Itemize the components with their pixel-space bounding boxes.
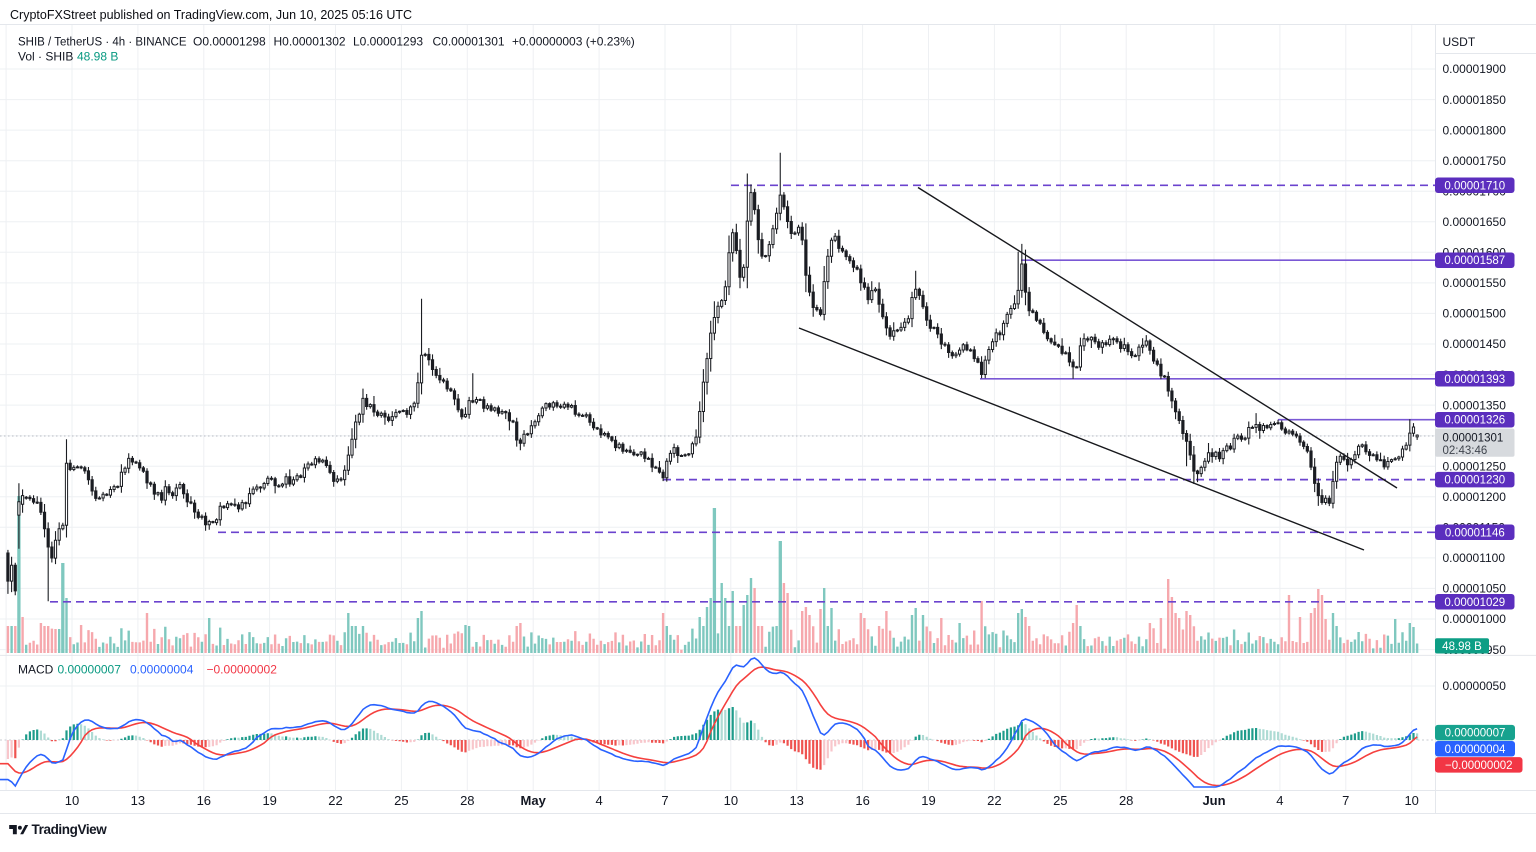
svg-text:CryptoFXStreet published on Tr: CryptoFXStreet published on TradingView.…: [10, 8, 412, 22]
svg-text:22: 22: [987, 793, 1001, 808]
svg-text:13: 13: [789, 793, 803, 808]
svg-text:L0.00001293: L0.00001293: [353, 35, 423, 49]
svg-text:10: 10: [65, 793, 79, 808]
svg-text:O0.00001298: O0.00001298: [193, 35, 266, 49]
svg-text:0.00001301: 0.00001301: [1443, 433, 1504, 445]
svg-text:0.00001393: 0.00001393: [1444, 374, 1505, 386]
svg-text:Jun: Jun: [1202, 793, 1225, 808]
svg-text:4: 4: [1276, 793, 1283, 808]
svg-text:25: 25: [1053, 793, 1067, 808]
svg-text:28: 28: [460, 793, 474, 808]
svg-text:16: 16: [855, 793, 869, 808]
svg-text:0.00001050: 0.00001050: [1443, 582, 1507, 596]
svg-text:Vol · SHIB: Vol · SHIB: [18, 50, 73, 64]
svg-text:MACD: MACD: [18, 663, 54, 677]
svg-text:0.00000050: 0.00000050: [1443, 679, 1507, 693]
svg-text:0.00001850: 0.00001850: [1443, 93, 1507, 107]
svg-text:TradingView: TradingView: [32, 822, 108, 837]
svg-text:0.00001750: 0.00001750: [1443, 154, 1507, 168]
svg-text:0.00001710: 0.00001710: [1444, 180, 1505, 192]
svg-text:19: 19: [921, 793, 935, 808]
svg-text:7: 7: [661, 793, 668, 808]
svg-text:0.00001500: 0.00001500: [1443, 307, 1507, 321]
svg-text:+0.00000003 (+0.23%): +0.00000003 (+0.23%): [512, 35, 635, 49]
svg-text:0.00001587: 0.00001587: [1444, 255, 1505, 267]
svg-text:7: 7: [1342, 793, 1349, 808]
svg-text:4: 4: [595, 793, 602, 808]
svg-text:−0.00000002: −0.00000002: [1445, 760, 1512, 772]
svg-text:19: 19: [262, 793, 276, 808]
svg-text:16: 16: [197, 793, 211, 808]
svg-text:0.00001230: 0.00001230: [1444, 475, 1505, 487]
svg-text:USDT: USDT: [1443, 35, 1476, 49]
svg-text:0.00001100: 0.00001100: [1443, 551, 1506, 565]
svg-text:0.00000004: 0.00000004: [1445, 744, 1506, 756]
svg-text:48.98 B: 48.98 B: [77, 50, 118, 64]
svg-text:0.00001650: 0.00001650: [1443, 215, 1507, 229]
svg-text:May: May: [521, 793, 547, 808]
svg-text:10: 10: [724, 793, 738, 808]
svg-text:0.00001350: 0.00001350: [1443, 398, 1507, 412]
svg-text:H0.00001302: H0.00001302: [274, 35, 346, 49]
svg-text:02:43:46: 02:43:46: [1443, 445, 1488, 457]
svg-text:SHIB / TetherUS · 4h · BINANCE: SHIB / TetherUS · 4h · BINANCE: [18, 37, 187, 49]
svg-text:0.00001900: 0.00001900: [1443, 62, 1507, 76]
svg-text:22: 22: [328, 793, 342, 808]
svg-text:C0.00001301: C0.00001301: [433, 35, 505, 49]
svg-text:48.98 B: 48.98 B: [1442, 641, 1482, 653]
svg-text:0.00001450: 0.00001450: [1443, 337, 1507, 351]
svg-text:0.00001200: 0.00001200: [1443, 490, 1507, 504]
svg-text:0.00001146: 0.00001146: [1445, 527, 1505, 539]
svg-text:0.00000004: 0.00000004: [130, 663, 194, 677]
svg-text:0.00001000: 0.00001000: [1443, 612, 1507, 626]
svg-text:28: 28: [1119, 793, 1133, 808]
svg-text:13: 13: [131, 793, 145, 808]
svg-text:0.00001029: 0.00001029: [1444, 597, 1505, 609]
svg-text:−0.00000002: −0.00000002: [207, 663, 278, 677]
svg-text:0.00001550: 0.00001550: [1443, 276, 1507, 290]
svg-text:0.00001800: 0.00001800: [1443, 123, 1507, 137]
svg-text:25: 25: [394, 793, 408, 808]
svg-text:0.00001326: 0.00001326: [1444, 415, 1505, 427]
svg-text:0.00001250: 0.00001250: [1443, 459, 1507, 473]
svg-text:0.00000007: 0.00000007: [58, 663, 122, 677]
svg-text:10: 10: [1404, 793, 1418, 808]
svg-text:0.00000007: 0.00000007: [1445, 728, 1506, 740]
